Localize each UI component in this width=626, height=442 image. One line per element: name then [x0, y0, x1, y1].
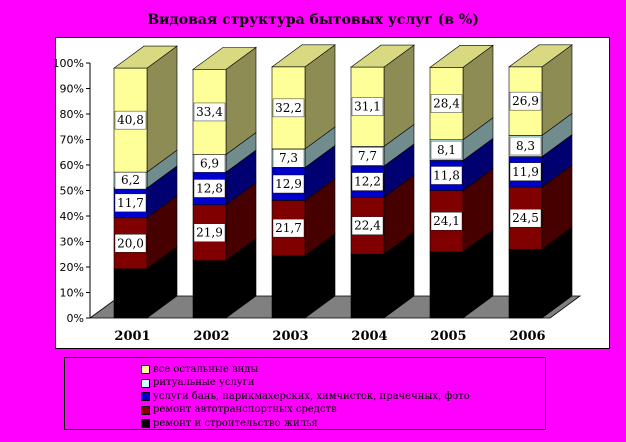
data-label: 24,5 — [512, 211, 539, 225]
data-label: 6,2 — [121, 173, 140, 187]
data-label-box — [114, 110, 147, 130]
y-tick-label: 100% — [53, 57, 84, 70]
legend-swatch — [141, 365, 150, 375]
legend-label: все остальные виды — [153, 363, 259, 375]
bar-top — [271, 44, 336, 68]
y-tick-label: 10% — [60, 287, 84, 300]
bar-top — [508, 44, 573, 68]
data-label: 40,8 — [117, 113, 144, 127]
data-label: 12,2 — [354, 175, 381, 189]
data-label: 24,1 — [433, 214, 460, 228]
data-label-box — [430, 212, 463, 231]
data-label-box — [509, 136, 542, 156]
data-label-box — [272, 98, 305, 118]
legend-swatch — [141, 419, 150, 429]
data-label-box — [509, 91, 542, 111]
data-label: 8,1 — [437, 143, 456, 157]
bar-segment — [113, 268, 148, 319]
data-label: 32,2 — [275, 101, 302, 115]
data-label: 7,3 — [279, 151, 298, 165]
data-label-box — [351, 147, 384, 166]
data-label: 11,7 — [117, 196, 144, 210]
legend-swatch — [141, 405, 150, 415]
data-label-box — [193, 223, 226, 242]
data-label: 22,4 — [354, 219, 381, 233]
data-label: 8,3 — [516, 139, 535, 153]
y-tick-label: 50% — [60, 185, 84, 198]
chart-title: Видовая структура бытовых услуг (в %) — [147, 12, 479, 28]
data-label: 7,7 — [358, 149, 377, 163]
bar-top — [350, 44, 415, 68]
y-tick-label: 0% — [67, 312, 84, 325]
bar-segment — [192, 260, 227, 319]
x-tick-label: 2004 — [351, 329, 387, 344]
data-label-box — [351, 216, 384, 235]
legend-swatch — [141, 378, 150, 388]
y-tick-label: 60% — [60, 159, 84, 172]
legend: все остальные виды ритуальные услуги усл… — [64, 357, 546, 430]
legend-label: ритуальные услуги — [153, 377, 255, 389]
data-label: 11,8 — [433, 168, 460, 182]
bar-segment — [350, 253, 385, 319]
legend-label: ремонт и строительство жилья — [153, 417, 318, 429]
x-tick-label: 2002 — [193, 329, 229, 344]
data-label-box — [193, 179, 226, 198]
legend-label: услуги бань, парикмахерских, химчисток, … — [153, 390, 470, 402]
y-tick-label: 40% — [60, 210, 84, 223]
data-label-box — [272, 174, 305, 194]
data-label-box — [509, 208, 542, 228]
data-label: 6,9 — [200, 156, 219, 170]
data-label: 20,0 — [117, 236, 144, 250]
y-tick-label: 30% — [60, 236, 84, 249]
x-tick-label: 2003 — [272, 329, 308, 344]
data-label-box — [114, 234, 147, 253]
legend-item: ритуальные услуги — [141, 377, 545, 391]
x-tick-label: 2006 — [509, 329, 545, 344]
data-label: 11,9 — [512, 165, 539, 179]
data-label: 28,4 — [433, 97, 460, 111]
bar-top — [113, 45, 178, 69]
y-tick-label: 80% — [60, 108, 84, 121]
data-label: 21,7 — [275, 221, 302, 235]
legend-item: все остальные виды — [141, 363, 545, 377]
data-label-box — [509, 162, 542, 181]
y-tick-label: 20% — [60, 261, 84, 274]
data-label-box — [272, 149, 305, 168]
x-tick-label: 2001 — [114, 329, 150, 344]
data-label-box — [193, 102, 226, 122]
x-tick-label: 2005 — [430, 329, 466, 344]
y-tick-label: 90% — [60, 83, 84, 96]
legend-swatch — [141, 392, 150, 402]
legend-item: ремонт и строительство жилья — [141, 417, 545, 431]
data-label: 12,8 — [196, 181, 223, 195]
data-label-box — [351, 172, 384, 191]
bar-top — [192, 47, 257, 70]
bar-segment — [508, 249, 543, 319]
data-label: 33,4 — [196, 105, 223, 119]
data-label-box — [351, 97, 384, 116]
bar-segment — [271, 255, 306, 319]
y-tick-label: 70% — [60, 134, 84, 147]
data-label-box — [430, 94, 463, 113]
bar-segment — [429, 251, 464, 319]
legend-item: ремонт автотранспортных средств — [141, 404, 545, 418]
data-label: 31,1 — [354, 100, 381, 114]
data-label: 21,9 — [196, 226, 223, 240]
bar-top — [429, 45, 494, 68]
data-label-box — [430, 166, 463, 185]
legend-label: ремонт автотранспортных средств — [153, 404, 337, 416]
data-label-box — [272, 218, 305, 238]
data-label-box — [114, 193, 147, 213]
data-label: 26,9 — [512, 94, 539, 108]
data-label: 12,9 — [275, 177, 302, 191]
data-label-box — [430, 140, 463, 160]
legend-item: услуги бань, парикмахерских, химчисток, … — [141, 390, 545, 404]
